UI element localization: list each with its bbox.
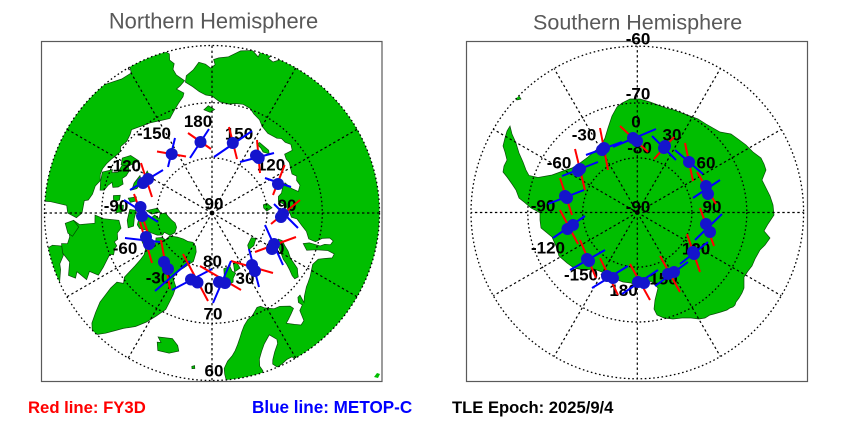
- svg-text:-30: -30: [572, 125, 597, 144]
- svg-text:0: 0: [204, 279, 213, 298]
- svg-text:-90: -90: [626, 197, 651, 216]
- svg-text:TLE Epoch: 2025/9/4: TLE Epoch: 2025/9/4: [452, 398, 614, 417]
- svg-text:-60: -60: [113, 239, 138, 258]
- svg-text:30: 30: [663, 125, 682, 144]
- svg-text:90: 90: [205, 194, 224, 213]
- svg-text:Northern Hemisphere: Northern Hemisphere: [109, 9, 318, 34]
- svg-text:Southern Hemisphere: Southern Hemisphere: [533, 11, 742, 35]
- svg-text:180: 180: [184, 112, 212, 131]
- svg-text:-90: -90: [531, 196, 556, 215]
- svg-text:0: 0: [631, 112, 640, 131]
- svg-text:70: 70: [204, 304, 223, 323]
- svg-text:-90: -90: [104, 196, 129, 215]
- svg-text:90: 90: [703, 197, 722, 216]
- svg-text:-60: -60: [626, 29, 651, 48]
- svg-text:-70: -70: [626, 84, 651, 103]
- svg-text:-120: -120: [531, 238, 565, 257]
- svg-text:-150: -150: [137, 124, 171, 143]
- svg-text:60: 60: [697, 153, 716, 172]
- svg-text:180: 180: [609, 281, 637, 300]
- svg-text:Blue line: METOP-C: Blue line: METOP-C: [252, 398, 412, 417]
- svg-text:-60: -60: [547, 153, 572, 172]
- svg-text:80: 80: [203, 252, 222, 271]
- svg-text:-150: -150: [564, 265, 598, 284]
- svg-text:60: 60: [205, 361, 224, 380]
- svg-text:-120: -120: [107, 156, 141, 175]
- svg-text:Red line: FY3D: Red line: FY3D: [28, 398, 146, 417]
